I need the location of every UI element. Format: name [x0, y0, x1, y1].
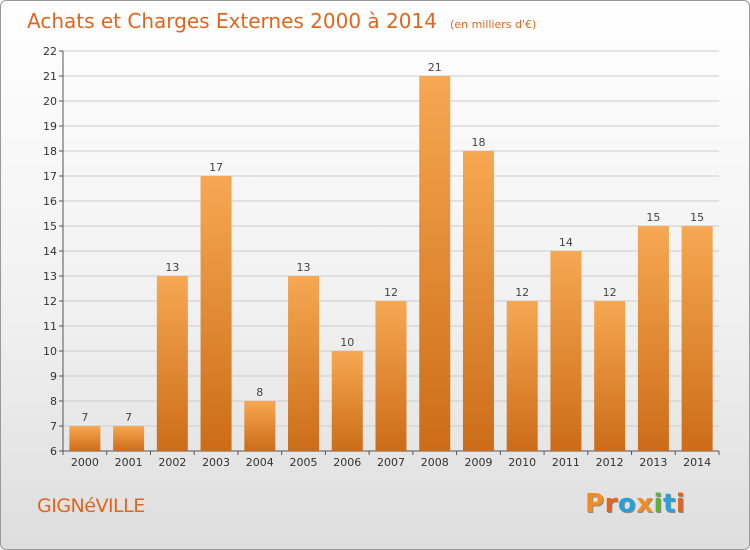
axis-layer: 6 7 8 9 10 11 12 13 14 15 16 17 18 19 20 21 22 2000 2001 20… [43, 45, 720, 469]
data-label-2009: 18 [471, 136, 485, 149]
data-label-2007: 12 [384, 286, 398, 299]
y-tick-label: 17 [43, 170, 57, 183]
y-tick-label: 11 [43, 320, 57, 333]
data-label-2013: 15 [646, 211, 660, 224]
y-tick-label: 19 [43, 120, 57, 133]
data-label-2010: 12 [515, 286, 529, 299]
x-tick-label: 2010 [508, 456, 536, 469]
x-tick-label: 2000 [71, 456, 99, 469]
x-tick-label: 2014 [683, 456, 711, 469]
brand-letter: r [604, 489, 618, 519]
bar-2006 [331, 351, 363, 451]
y-tick-label: 7 [50, 420, 57, 433]
y-tick-label: 16 [43, 195, 57, 208]
bar-2014 [681, 226, 713, 451]
data-label-2004: 8 [256, 386, 263, 399]
data-label-2003: 17 [209, 161, 223, 174]
bar-2004 [244, 401, 276, 451]
y-tick-label: 15 [43, 220, 57, 233]
label-layer: 7 7 13 17 8 13 10 12 21 18 12 14 12 15 15 [81, 61, 704, 424]
bar-2005 [288, 276, 320, 451]
bar-2000 [69, 426, 101, 451]
bar-2003 [200, 176, 232, 451]
data-label-2001: 7 [125, 411, 132, 424]
x-tick-label: 2001 [115, 456, 143, 469]
brand-letter: o [617, 489, 637, 519]
x-tick-label: 2009 [464, 456, 492, 469]
brand-letter: P [585, 489, 605, 519]
y-tick-label: 12 [43, 295, 57, 308]
bar-2002 [156, 276, 188, 451]
bar-layer [69, 76, 713, 451]
y-tick-label: 21 [43, 70, 57, 83]
data-label-2012: 12 [603, 286, 617, 299]
data-label-2011: 14 [559, 236, 573, 249]
brand-letter: x [636, 489, 654, 519]
data-label-2000: 7 [81, 411, 88, 424]
y-tick-label: 18 [43, 145, 57, 158]
x-tick-label: 2011 [552, 456, 580, 469]
y-tick-label: 22 [43, 45, 57, 58]
x-tick-label: 2003 [202, 456, 230, 469]
y-tick-label: 6 [50, 445, 57, 458]
brand-letter: i [675, 489, 686, 519]
y-tick-label: 9 [50, 370, 57, 383]
bar-2013 [637, 226, 669, 451]
data-label-2005: 13 [297, 261, 311, 274]
x-tick-label: 2007 [377, 456, 405, 469]
y-tick-label: 10 [43, 345, 57, 358]
y-tick-label: 14 [43, 245, 57, 258]
data-label-2006: 10 [340, 336, 354, 349]
y-tick-label: 8 [50, 395, 57, 408]
x-tick-label: 2006 [333, 456, 361, 469]
bar-2007 [375, 301, 407, 451]
x-tick-label: 2008 [421, 456, 449, 469]
x-tick-label: 2013 [639, 456, 667, 469]
x-tick-label: 2012 [596, 456, 624, 469]
bar-2001 [113, 426, 145, 451]
bar-2012 [594, 301, 626, 451]
y-tick-label: 20 [43, 95, 57, 108]
bar-2008 [419, 76, 451, 451]
x-tick-label: 2004 [246, 456, 274, 469]
chart-subtitle: (en milliers d'€) [450, 18, 537, 31]
commune-name: GIGNéVILLE [37, 495, 145, 517]
bar-2011 [550, 251, 582, 451]
bar-2010 [506, 301, 538, 451]
chart-title: Achats et Charges Externes 2000 à 2014 [27, 9, 437, 33]
brand-letter: t [662, 489, 676, 519]
data-label-2008: 21 [428, 61, 442, 74]
x-tick-label: 2005 [290, 456, 318, 469]
data-label-2014: 15 [690, 211, 704, 224]
brand-logo: Proxiti [585, 489, 685, 519]
y-tick-label: 13 [43, 270, 57, 283]
x-tick-label: 2002 [158, 456, 186, 469]
data-label-2002: 13 [165, 261, 179, 274]
bar-2009 [462, 151, 494, 451]
title-row: Achats et Charges Externes 2000 à 2014 (… [27, 9, 536, 33]
brand-letter: i [653, 489, 663, 519]
